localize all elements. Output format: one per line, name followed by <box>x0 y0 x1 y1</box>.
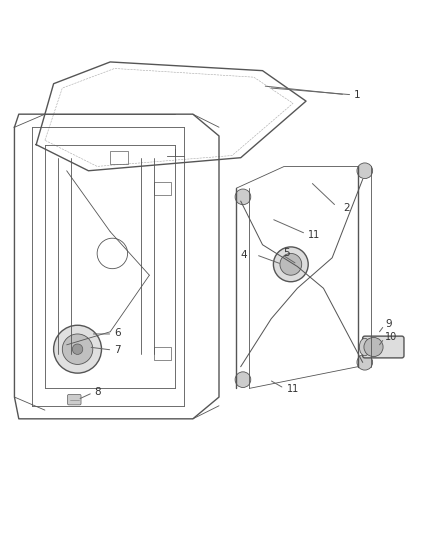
FancyBboxPatch shape <box>67 394 81 405</box>
Text: 1: 1 <box>354 90 360 100</box>
Circle shape <box>357 354 373 370</box>
Circle shape <box>235 372 251 387</box>
Text: 2: 2 <box>343 203 350 213</box>
Text: 9: 9 <box>385 319 392 329</box>
Circle shape <box>72 344 83 354</box>
Text: 5: 5 <box>283 248 290 259</box>
FancyBboxPatch shape <box>363 336 404 358</box>
Text: 11: 11 <box>308 230 321 240</box>
Text: 6: 6 <box>115 328 121 337</box>
Circle shape <box>62 334 93 365</box>
Circle shape <box>273 247 308 282</box>
Circle shape <box>357 163 373 179</box>
Circle shape <box>53 325 102 373</box>
Circle shape <box>280 254 302 275</box>
Circle shape <box>364 337 383 357</box>
Text: 4: 4 <box>240 250 247 260</box>
Text: 10: 10 <box>385 333 398 342</box>
Text: 7: 7 <box>115 345 121 355</box>
Text: 11: 11 <box>286 384 299 394</box>
Text: 8: 8 <box>94 387 101 397</box>
Ellipse shape <box>359 338 370 356</box>
Circle shape <box>235 189 251 205</box>
